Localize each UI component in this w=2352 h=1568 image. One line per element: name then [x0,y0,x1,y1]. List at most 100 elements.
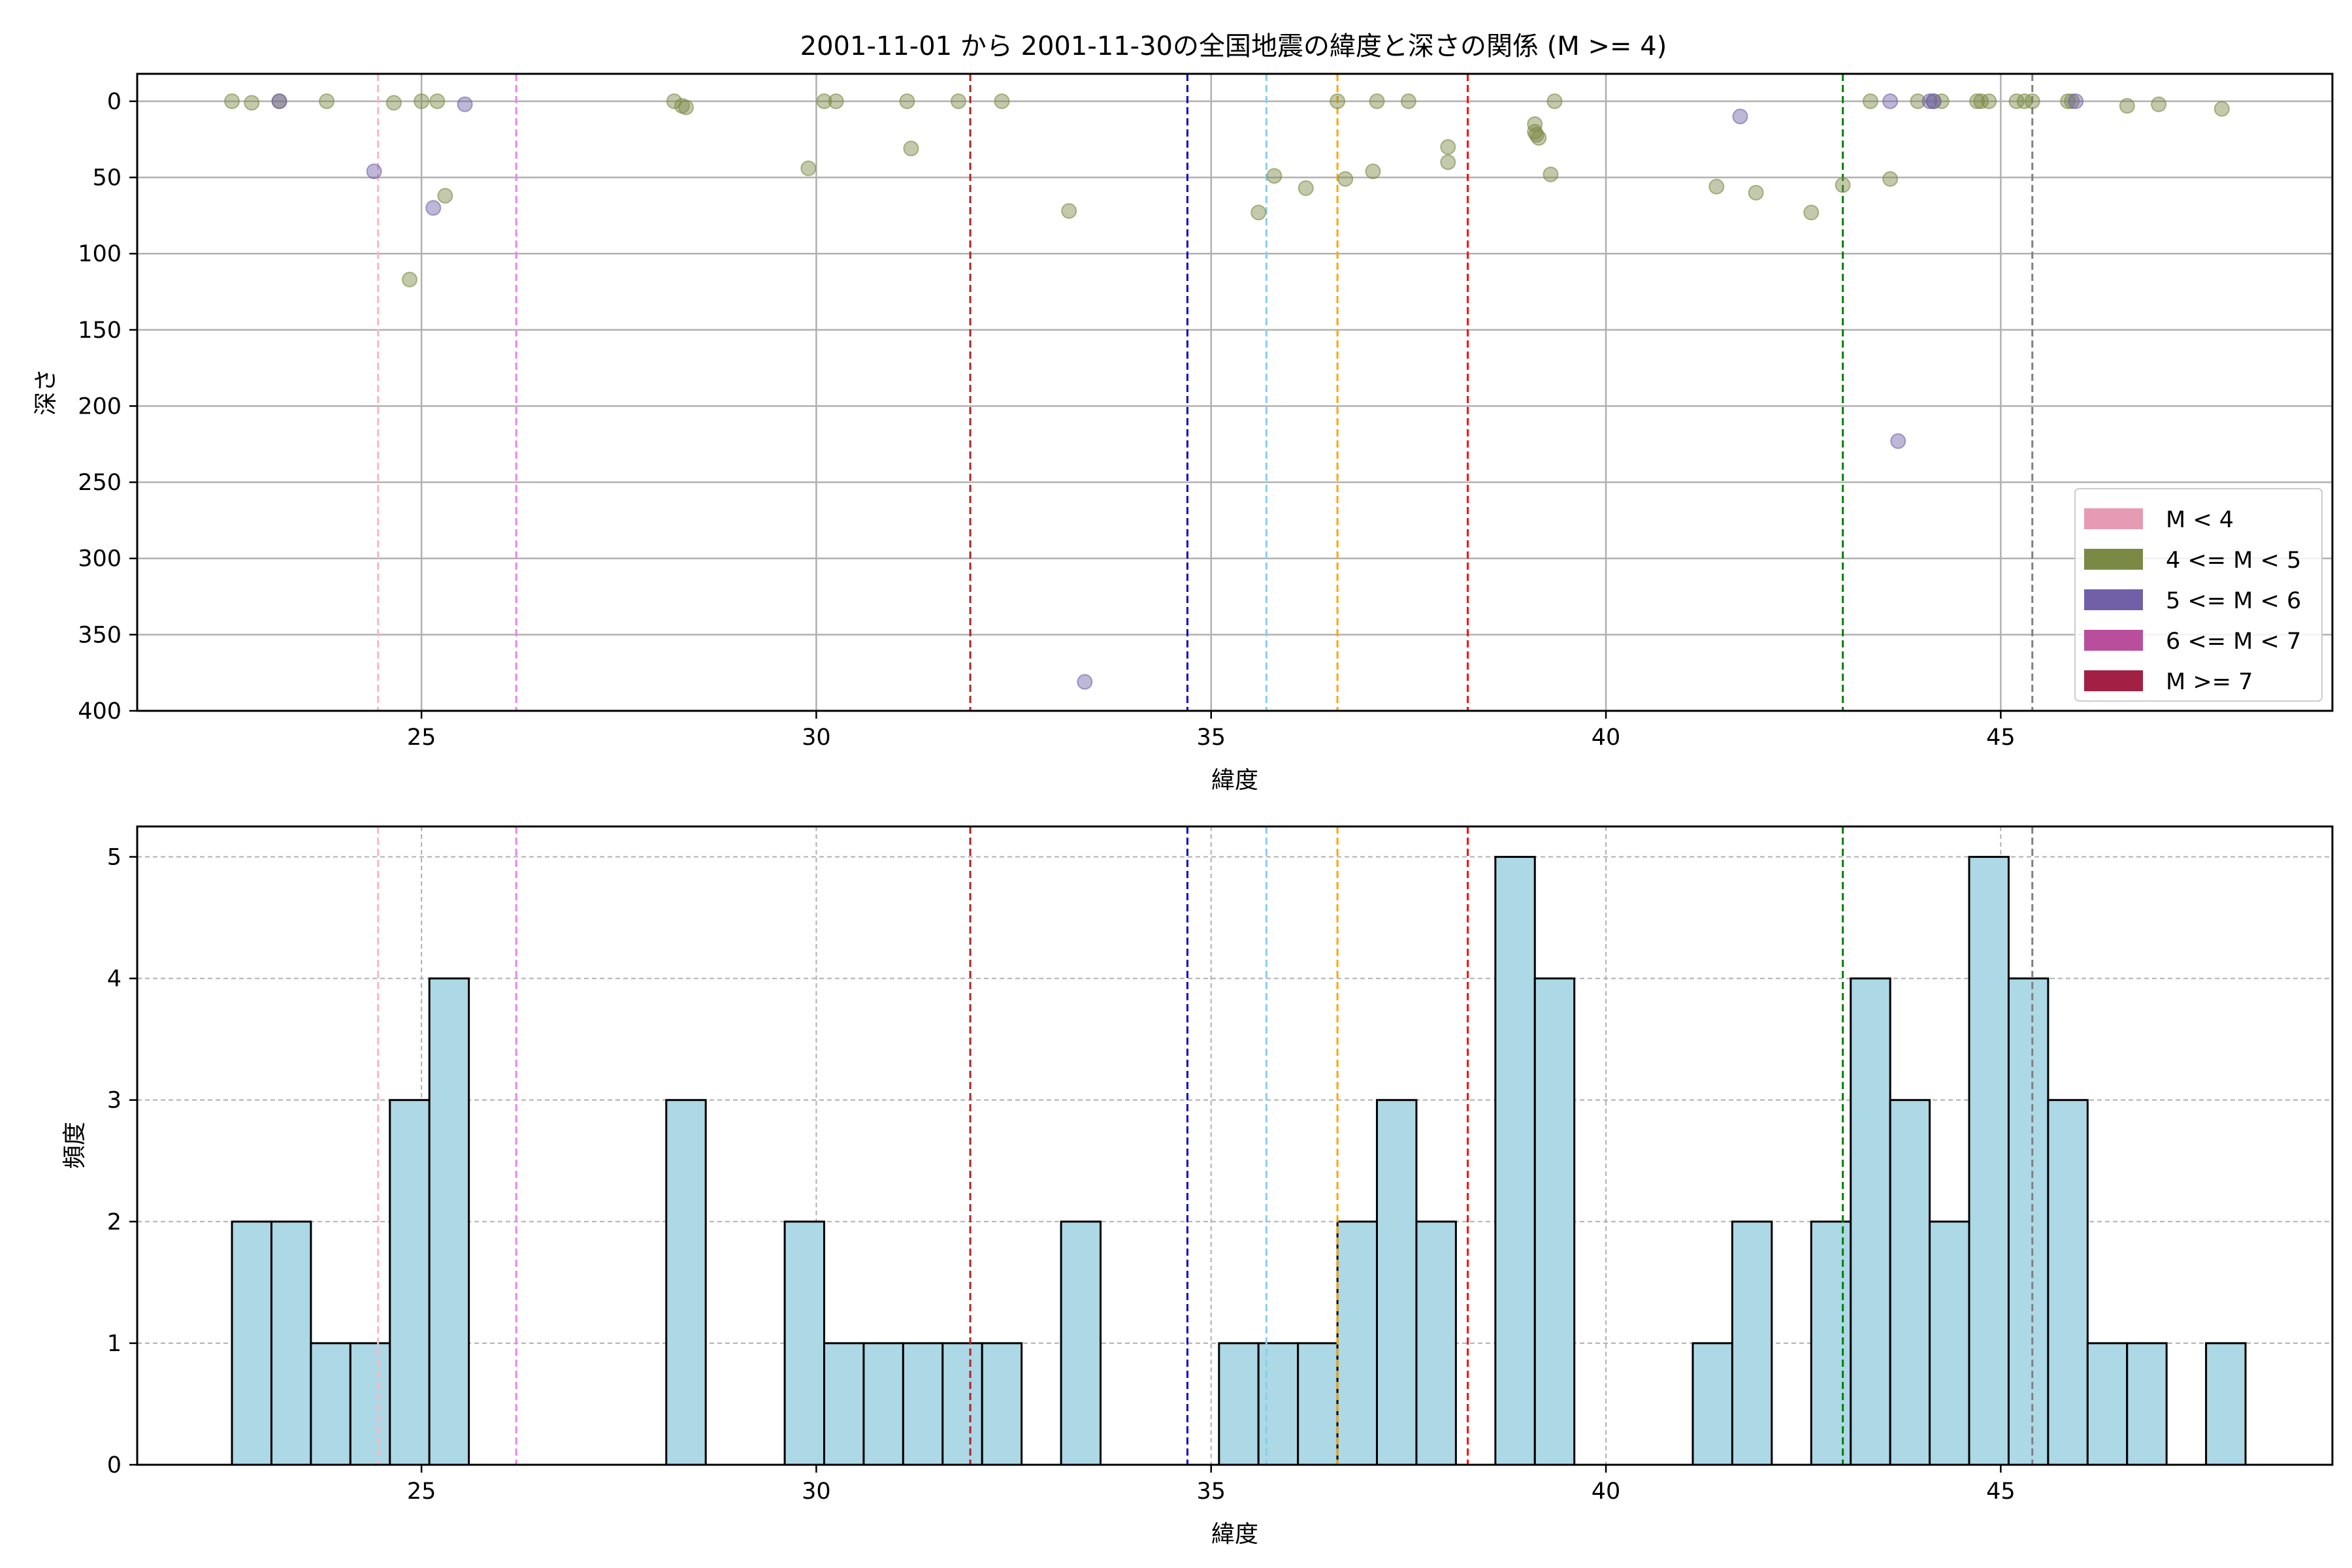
legend-swatch [2084,630,2143,651]
scatter-y-ticks: 0 50 100 150 200 250 300 350 400 [78,89,137,725]
scatter-point [244,95,260,111]
histogram-bar [1968,856,2010,1466]
histogram-y-tick-label: 0 [107,1452,122,1478]
scatter-point [1933,93,1950,109]
histogram-bar [981,1342,1023,1466]
histogram-bar [310,1342,351,1466]
histogram-x-tick-label: 35 [1196,1478,1226,1505]
scatter-y-tick-label: 250 [78,470,122,496]
scatter-point [1981,93,1997,109]
histogram-y-axis-label: 頻度 [61,1122,88,1169]
scatter-y-tick-label: 200 [78,393,122,419]
scatter-y-tick-label: 400 [78,698,122,725]
scatter-x-tick-label: 45 [1986,725,2016,751]
scatter-point [1266,168,1282,184]
histogram-bar [1336,1220,1379,1466]
legend: M < 4 4 <= M < 5 5 <= M < 6 6 <= M < 7 M >= … [2074,488,2323,702]
scatter-y-tick-label: 50 [92,165,122,191]
histogram-bar [389,1099,431,1466]
scatter-point [1077,674,1093,690]
histogram-y-ticks: 0 1 2 3 4 5 [107,845,137,1478]
histogram-bars [231,856,2247,1466]
scatter-point [1835,177,1851,193]
scatter-point [271,93,287,109]
histogram-y-tick-label: 2 [107,1209,122,1235]
legend-label: 5 <= M < 6 [2166,588,2301,614]
scatter-point [1882,171,1899,187]
scatter-reference-lines [377,74,2034,711]
histogram-bar [2205,1342,2247,1466]
scatter-point [401,271,417,287]
legend-swatch [2084,670,2143,691]
scatter-point [994,93,1010,109]
histogram-x-tick-label: 30 [802,1478,831,1505]
histogram-bar [1376,1099,1418,1466]
histogram-bar [1060,1220,1102,1466]
scatter-point [319,93,335,109]
histogram-x-tick-label: 40 [1592,1478,1621,1505]
scatter-point [1330,93,1346,109]
histogram-y-tick-label: 4 [107,966,122,992]
scatter-point [1890,433,1906,449]
scatter-point [425,200,442,216]
scatter-point [2008,93,2025,109]
legend-swatch [2084,508,2143,529]
scatter-point [1365,163,1381,180]
scatter-point [1061,203,1077,219]
legend-items: M < 4 4 <= M < 5 5 <= M < 6 6 <= M < 7 M >= … [2084,507,2301,695]
scatter-point [2064,93,2080,109]
chart-title: 2001-11-01 から 2001-11-30の全国地震の緯度と深さの関係 (… [800,31,1667,61]
histogram-x-ticks: 25 30 35 40 45 [407,1465,2016,1505]
scatter-y-tick-label: 150 [78,318,122,344]
scatter-y-tick-label: 300 [78,546,122,572]
histogram-bar [1415,1220,1457,1466]
histogram-bar [941,1342,983,1466]
scatter-point [1250,204,1267,221]
scatter-point [1400,93,1416,109]
histogram-reference-lines [377,826,2034,1465]
legend-swatch [2084,589,2143,610]
scatter-point [1882,93,1899,109]
legend-label: M >= 7 [2166,669,2253,695]
legend-label: 4 <= M < 5 [2166,547,2301,574]
scatter-x-tick-label: 25 [407,725,436,751]
histogram-bar [1691,1342,1733,1466]
scatter-point [1531,129,1547,146]
scatter-point [800,160,817,176]
histogram-bar [1297,1342,1339,1466]
scatter-point [1969,93,1985,109]
scatter-point [366,163,382,180]
scatter-point [385,95,402,111]
scatter-x-tick-label: 40 [1592,725,1621,751]
histogram-bar [1494,856,1536,1466]
histogram-x-tick-label: 25 [407,1478,436,1505]
scatter-point [1543,166,1559,182]
scatter-x-axis-label: 緯度 [1211,767,1258,794]
scatter-x-ticks: 25 30 35 40 45 [407,711,2016,751]
scatter-point [678,99,694,116]
histogram-bar [2047,1099,2089,1466]
scatter-point [2060,93,2076,109]
histogram-bar [823,1342,865,1466]
histogram-bar [1929,1220,1970,1466]
scatter-point [1748,184,1764,201]
scatter-point [2068,93,2084,109]
histogram-bar [1810,1220,1852,1466]
histogram-bar [2007,977,2050,1466]
scatter-point [1546,93,1563,109]
scatter-point [1440,154,1456,171]
scatter-y-tick-label: 0 [107,89,122,115]
histogram-bar [2086,1342,2129,1466]
histogram-bar [1257,1342,1299,1466]
scatter-point [1732,108,1748,125]
scatter-point [1862,93,1878,109]
legend-label: M < 4 [2166,507,2234,533]
scatter-x-tick-label: 35 [1196,725,1226,751]
scatter-point [950,93,966,109]
histogram-bar [231,1220,272,1466]
histogram-bar [349,1342,391,1466]
scatter-point [1921,93,1938,109]
histogram-y-tick-label: 5 [107,845,122,871]
